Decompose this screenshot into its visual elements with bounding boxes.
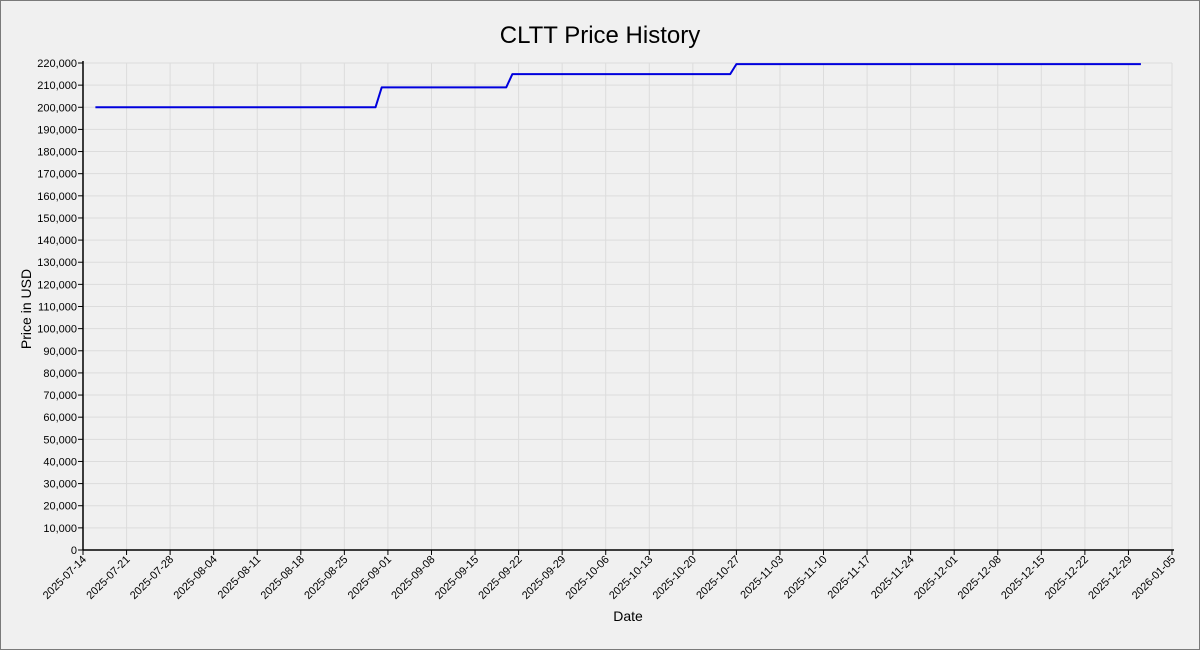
y-tick-label: 20,000 xyxy=(43,501,77,513)
axes xyxy=(82,61,1174,551)
y-tick-label: 170,000 xyxy=(37,169,77,181)
x-tick-label: 2025-08-18 xyxy=(259,554,307,602)
y-tick-label: 50,000 xyxy=(43,434,77,446)
chart-title: CLTT Price History xyxy=(500,22,700,49)
x-tick-label: 2025-09-15 xyxy=(433,554,481,602)
x-tick-label: 2025-07-21 xyxy=(84,554,132,602)
y-tick-label: 10,000 xyxy=(43,523,77,535)
x-axis-ticks: 2025-07-142025-07-212025-07-282025-08-04… xyxy=(41,550,1178,602)
x-tick-label: 2025-09-08 xyxy=(389,554,437,602)
grid xyxy=(83,62,1173,550)
y-axis-ticks: 0 10,000 20,000 30,000 40,000 50,000 60,000 70,… xyxy=(37,58,83,557)
y-tick-label: 80,000 xyxy=(43,368,77,380)
series-line-1 xyxy=(95,63,1141,109)
x-tick-label: 2025-09-29 xyxy=(520,554,568,602)
y-axis-label: Price in USD xyxy=(18,269,34,349)
x-tick-label: 2025-12-01 xyxy=(912,554,960,602)
x-tick-label: 2025-11-10 xyxy=(782,554,830,602)
y-tick-label: 190,000 xyxy=(37,124,77,136)
y-tick-label: 220,000 xyxy=(37,58,77,70)
y-tick-label: 140,000 xyxy=(37,235,77,247)
x-tick-label: 2025-10-06 xyxy=(564,554,612,602)
x-tick-label: 2025-12-15 xyxy=(999,554,1047,602)
y-tick-label: 200,000 xyxy=(37,102,77,114)
y-tick-label: 150,000 xyxy=(37,213,77,225)
x-tick-label: 2025-12-08 xyxy=(956,554,1004,602)
y-tick-label: 60,000 xyxy=(43,412,77,424)
y-tick-label: 70,000 xyxy=(43,390,77,402)
y-tick-label: 160,000 xyxy=(37,191,77,203)
x-tick-label: 2025-12-29 xyxy=(1086,554,1134,602)
y-tick-label: 0 xyxy=(71,545,77,557)
x-tick-label: 2025-08-25 xyxy=(302,554,350,602)
y-tick-label: 210,000 xyxy=(37,80,77,92)
x-tick-label: 2025-10-13 xyxy=(607,554,655,602)
y-tick-label: 180,000 xyxy=(37,147,77,159)
y-tick-label: 90,000 xyxy=(43,346,77,358)
x-tick-label: 2025-07-14 xyxy=(41,554,89,602)
y-tick-label: 110,000 xyxy=(38,302,77,314)
x-tick-label: 2025-12-22 xyxy=(1043,554,1091,602)
x-tick-label: 2025-11-24 xyxy=(869,554,917,602)
x-tick-label: 2025-09-22 xyxy=(476,554,524,602)
x-tick-label: 2025-10-27 xyxy=(694,554,742,602)
x-tick-label: 2025-09-01 xyxy=(346,554,394,602)
x-tick-label: 2026-01-05 xyxy=(1130,554,1178,602)
x-tick-label: 2025-08-11 xyxy=(216,554,264,602)
x-axis-label: Date xyxy=(613,608,643,624)
y-tick-label: 130,000 xyxy=(37,257,77,269)
series-layer xyxy=(95,63,1141,109)
y-tick-label: 40,000 xyxy=(43,456,77,468)
x-tick-label: 2025-08-04 xyxy=(172,554,220,602)
y-tick-label: 120,000 xyxy=(37,279,77,291)
x-tick-label: 2025-10-20 xyxy=(651,554,699,602)
y-tick-label: 100,000 xyxy=(37,324,77,336)
x-tick-label: 2025-11-17 xyxy=(826,554,874,602)
y-tick-label: 30,000 xyxy=(43,479,77,491)
x-tick-label: 2025-07-28 xyxy=(128,554,176,602)
x-tick-label: 2025-11-03 xyxy=(738,554,786,602)
